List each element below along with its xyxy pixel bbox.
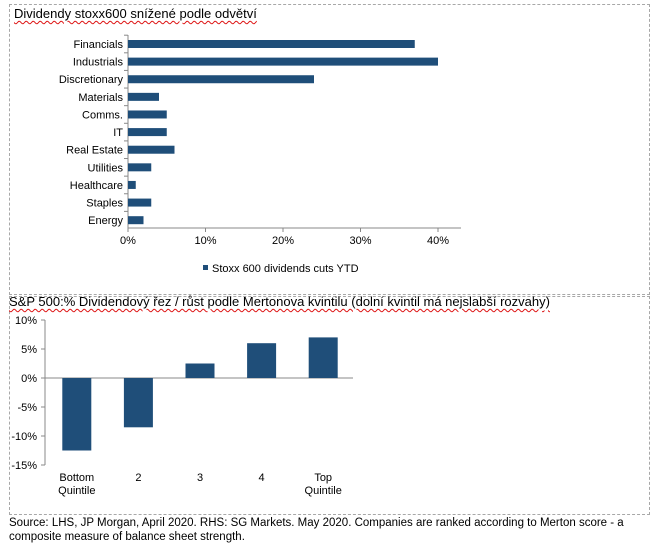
bar <box>128 128 167 137</box>
bottom-chart-frame <box>9 296 650 515</box>
bar <box>128 110 167 119</box>
top-chart-title: Dividendy stoxx600 snížené podle odvětví <box>14 6 257 21</box>
category-label: Bottom <box>59 472 94 484</box>
category-label: Staples <box>86 198 123 210</box>
bar <box>128 75 314 84</box>
y-tick-label: 5% <box>21 344 37 356</box>
bar <box>128 92 159 101</box>
category-label: Comms. <box>82 109 123 121</box>
legend-swatch <box>203 265 208 270</box>
sector-dividend-cuts-chart: 0% 10% 20% 30% 40% Financials Industrials Discr… <box>59 34 461 275</box>
category-label: Industrials <box>73 57 124 69</box>
source-note: Source: LHS, JP Morgan, April 2020. RHS:… <box>9 517 624 543</box>
category-label: Energy <box>88 215 123 227</box>
category-label: Quintile <box>58 485 95 497</box>
category-label: Real Estate <box>66 145 123 157</box>
y-tick-label: -5% <box>17 402 37 414</box>
x-tick-label: 40% <box>427 235 449 247</box>
bar <box>247 343 277 378</box>
bar <box>128 163 152 172</box>
category-label: 3 <box>197 472 203 484</box>
y-tick-label: 10% <box>15 315 37 327</box>
bar <box>128 57 438 66</box>
bar <box>128 198 152 207</box>
category-label: Financials <box>73 39 123 51</box>
category-label: 2 <box>135 472 141 484</box>
category-label: IT <box>113 127 123 139</box>
category-label: Top <box>314 472 332 484</box>
bar <box>128 180 136 189</box>
bar <box>308 337 338 378</box>
category-label: 4 <box>259 472 265 484</box>
x-tick-label: 30% <box>349 235 371 247</box>
x-tick-label: 20% <box>272 235 294 247</box>
category-label: Healthcare <box>70 180 123 192</box>
legend-label: Stoxx 600 dividends cuts YTD <box>212 263 359 275</box>
x-tick-label: 0% <box>120 235 136 247</box>
category-label: Quintile <box>305 485 342 497</box>
bar <box>62 378 92 451</box>
y-tick-label: 0% <box>21 373 37 385</box>
category-label: Materials <box>78 92 123 104</box>
bar <box>128 40 415 48</box>
bar <box>128 216 144 225</box>
top-chart-frame <box>9 4 650 295</box>
bar <box>123 378 153 428</box>
y-tick-label: -15% <box>11 460 37 472</box>
bar <box>185 363 215 378</box>
category-label: Utilities <box>88 162 124 174</box>
bottom-chart-title: S&P 500:% Dividendový řez / růst podle M… <box>9 294 550 309</box>
category-label: Discretionary <box>59 74 124 86</box>
bar <box>128 145 175 154</box>
y-tick-label: -10% <box>11 431 37 443</box>
x-tick-label: 10% <box>194 235 216 247</box>
